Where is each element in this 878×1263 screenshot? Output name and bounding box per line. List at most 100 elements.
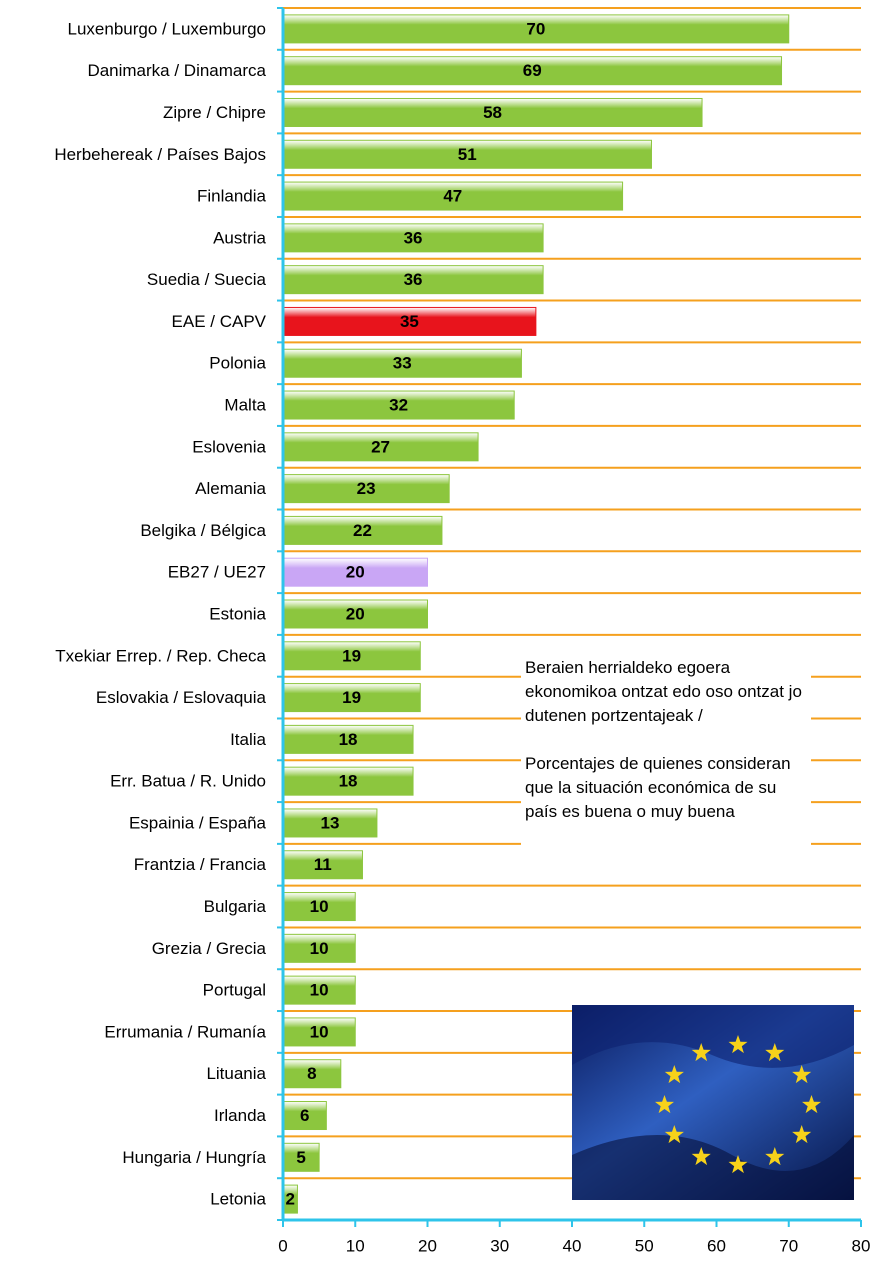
flag-star (655, 1095, 674, 1114)
data-label: 18 (339, 730, 358, 749)
x-tick-label: 30 (490, 1236, 509, 1255)
bar (282, 766, 414, 796)
x-tick-label: 70 (779, 1236, 798, 1255)
data-label: 10 (310, 897, 329, 916)
data-label: 70 (526, 19, 545, 38)
data-label: 10 (310, 939, 329, 958)
x-tick-label: 80 (852, 1236, 871, 1255)
y-tick-label: Belgika / Bélgica (140, 521, 266, 540)
data-label: 19 (342, 688, 361, 707)
bar (282, 933, 356, 963)
data-label: 58 (483, 103, 502, 122)
bar (282, 1142, 320, 1172)
y-tick-label: Grezia / Grecia (152, 939, 267, 958)
eu-flag-image (572, 1005, 854, 1200)
bar (282, 557, 428, 587)
y-tick-label: Eslovenia (192, 437, 266, 456)
bar (282, 515, 443, 545)
x-tick-label: 60 (707, 1236, 726, 1255)
data-label: 10 (310, 981, 329, 1000)
bar (282, 892, 356, 922)
y-tick-label: Estonia (209, 604, 266, 623)
flag-star (691, 1043, 711, 1062)
data-label: 20 (346, 563, 365, 582)
y-tick-label: Finlandia (197, 187, 267, 206)
flag-star (802, 1095, 821, 1114)
bar (282, 1101, 327, 1131)
data-label: 6 (300, 1106, 309, 1125)
y-tick-label: Espainia / España (129, 813, 267, 832)
data-label: 51 (458, 145, 477, 164)
flag-star (664, 1125, 684, 1144)
y-tick-label: Alemania (195, 479, 266, 498)
bar (282, 223, 544, 253)
y-tick-label: Polonia (209, 354, 266, 373)
y-tick-label: Errumania / Rumanía (104, 1022, 266, 1041)
data-label: 5 (296, 1148, 305, 1167)
y-tick-label: Txekiar Errep. / Rep. Checa (55, 646, 266, 665)
data-label: 36 (404, 228, 423, 247)
y-tick-label: EAE / CAPV (172, 312, 267, 331)
bar (282, 975, 356, 1005)
data-label: 69 (523, 61, 542, 80)
bar (282, 14, 790, 44)
data-label: 27 (371, 437, 390, 456)
flag-star (664, 1065, 684, 1084)
flag-star (728, 1155, 748, 1174)
bar (282, 181, 624, 211)
y-tick-label: Suedia / Suecia (147, 270, 267, 289)
x-tick-label: 10 (346, 1236, 365, 1255)
flag-star (765, 1147, 785, 1166)
y-tick-label: Herbehereak / Países Bajos (54, 145, 266, 164)
bar (282, 348, 522, 378)
bar (282, 306, 537, 336)
y-tick-label: Lituania (206, 1064, 266, 1083)
bar (282, 97, 703, 127)
annotation-text: Porcentajes de quienes consideran que la… (525, 754, 791, 821)
bar (282, 265, 544, 295)
bar (282, 1059, 342, 1089)
annotation: Beraien herrialdeko egoera ekonomikoa on… (521, 652, 811, 852)
bar (282, 432, 479, 462)
data-label: 20 (346, 604, 365, 623)
data-label: 19 (342, 646, 361, 665)
data-label: 22 (353, 521, 372, 540)
bar (282, 724, 414, 754)
data-label: 11 (314, 855, 332, 874)
y-tick-label: Zipre / Chipre (163, 103, 266, 122)
data-label: 8 (307, 1064, 316, 1083)
y-tick-label: EB27 / UE27 (168, 563, 266, 582)
annotation-text: Beraien herrialdeko egoera ekonomikoa on… (525, 658, 802, 725)
y-tick-label: Malta (224, 396, 266, 415)
y-tick-label: Err. Batua / R. Unido (110, 772, 266, 791)
x-tick-label: 0 (278, 1236, 287, 1255)
x-tick-label: 50 (635, 1236, 654, 1255)
data-label: 18 (339, 772, 358, 791)
y-tick-label: Frantzia / Francia (134, 855, 267, 874)
x-tick-label: 40 (563, 1236, 582, 1255)
data-label: 33 (393, 354, 412, 373)
y-tick-label: Luxenburgo / Luxemburgo (68, 19, 266, 38)
y-tick-label: Hungaria / Hungría (122, 1148, 266, 1167)
bar (282, 808, 378, 838)
y-tick-label: Eslovakia / Eslovaquia (96, 688, 267, 707)
data-label: 32 (389, 396, 408, 415)
data-label: 10 (310, 1022, 329, 1041)
flag-star (691, 1147, 711, 1166)
bar (282, 474, 450, 504)
bar (282, 641, 421, 671)
data-label: 2 (285, 1190, 294, 1209)
flag-star (728, 1035, 748, 1054)
y-tick-label: Irlanda (214, 1106, 267, 1125)
y-tick-label: Letonia (210, 1190, 266, 1209)
data-label: 35 (400, 312, 419, 331)
y-tick-label: Austria (213, 228, 266, 247)
flag-star (792, 1125, 812, 1144)
data-label: 23 (357, 479, 376, 498)
flag-star (765, 1043, 785, 1062)
bar (282, 683, 421, 713)
y-tick-label: Danimarka / Dinamarca (87, 61, 266, 80)
y-tick-label: Portugal (203, 981, 266, 1000)
data-label: 36 (404, 270, 423, 289)
